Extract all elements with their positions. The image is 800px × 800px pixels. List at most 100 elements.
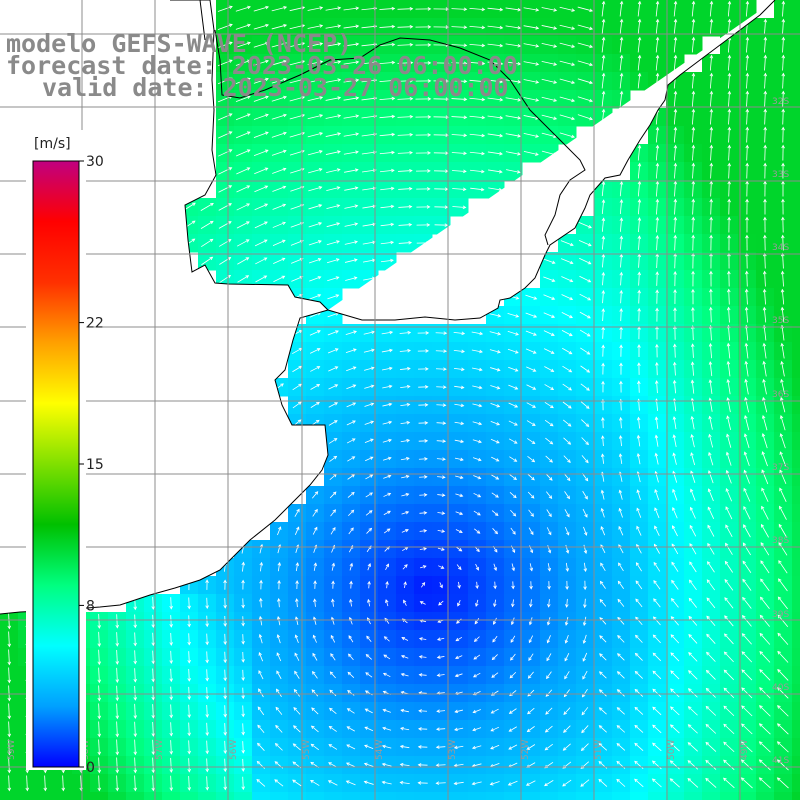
wind-cell bbox=[792, 414, 800, 433]
wind-cell bbox=[630, 792, 649, 800]
wind-cell bbox=[792, 648, 800, 667]
wind-cell bbox=[774, 792, 793, 800]
wind-cell bbox=[792, 630, 800, 649]
wind-cell bbox=[792, 576, 800, 595]
wind-cell bbox=[792, 90, 800, 109]
wind-cell bbox=[792, 306, 800, 325]
wind-cell bbox=[792, 738, 800, 757]
wind-cell bbox=[504, 792, 523, 800]
wind-cell bbox=[792, 450, 800, 469]
wind-cell bbox=[792, 324, 800, 343]
wind-cell bbox=[792, 504, 800, 523]
lat-label: 37S bbox=[772, 463, 789, 473]
wind-cell bbox=[792, 54, 800, 73]
wind-cell bbox=[0, 792, 19, 800]
colorbar-tick-label: 30 bbox=[86, 154, 104, 170]
wind-cell bbox=[324, 792, 343, 800]
wind-cell bbox=[162, 792, 181, 800]
wind-cell bbox=[792, 378, 800, 397]
wind-cell bbox=[144, 792, 163, 800]
wind-cell bbox=[792, 792, 800, 800]
colorbar-tick-label: 22 bbox=[86, 316, 104, 332]
wind-cell bbox=[792, 684, 800, 703]
lon-label: 53W bbox=[448, 740, 458, 760]
wind-cell bbox=[792, 198, 800, 217]
wind-cell bbox=[90, 792, 109, 800]
colorbar-tick-label: 8 bbox=[86, 598, 95, 614]
wind-cell bbox=[792, 36, 800, 55]
valid-date: valid date: 2023-03-27 06:00:00 bbox=[42, 73, 509, 102]
wind-cell bbox=[198, 792, 217, 800]
wind-cell bbox=[792, 252, 800, 271]
lon-label: 50W bbox=[667, 740, 677, 760]
wind-cell bbox=[792, 540, 800, 559]
wind-cell bbox=[666, 792, 685, 800]
lat-label: 32S bbox=[772, 97, 789, 107]
wind-cell bbox=[792, 558, 800, 577]
wind-cell bbox=[18, 792, 37, 800]
wind-cell bbox=[792, 594, 800, 613]
lon-label: 57W bbox=[155, 740, 165, 760]
lat-label: 33S bbox=[772, 170, 789, 180]
wind-cell bbox=[792, 666, 800, 685]
wind-cell bbox=[792, 522, 800, 541]
lon-label: 55W bbox=[302, 740, 312, 760]
wind-cell bbox=[180, 792, 199, 800]
colorbar-unit: [m/s] bbox=[34, 136, 71, 152]
wind-cell bbox=[576, 792, 595, 800]
lon-label: 49W bbox=[740, 740, 750, 760]
wind-cell bbox=[792, 270, 800, 289]
wind-cell bbox=[792, 72, 800, 91]
wind-cell bbox=[378, 792, 397, 800]
wind-cell bbox=[792, 162, 800, 181]
lon-label: 52W bbox=[521, 740, 531, 760]
wind-cell bbox=[468, 792, 487, 800]
wind-cell bbox=[360, 792, 379, 800]
wind-cell bbox=[792, 702, 800, 721]
wind-cell bbox=[216, 792, 235, 800]
wind-cell bbox=[234, 792, 253, 800]
wind-cell bbox=[486, 792, 505, 800]
lat-label: 35S bbox=[772, 316, 789, 326]
wind-cell bbox=[792, 774, 800, 793]
lat-label: 36S bbox=[772, 390, 789, 400]
wind-cell bbox=[720, 792, 739, 800]
wind-cell bbox=[108, 792, 127, 800]
wind-cell bbox=[72, 792, 91, 800]
wind-cell bbox=[648, 792, 667, 800]
wind-cell bbox=[54, 792, 73, 800]
wind-cell bbox=[792, 468, 800, 487]
lat-label: 39S bbox=[772, 610, 789, 620]
wind-cell bbox=[252, 792, 271, 800]
wind-cell bbox=[792, 0, 800, 19]
wind-cell bbox=[792, 756, 800, 775]
wind-cell bbox=[792, 288, 800, 307]
wind-cell bbox=[792, 216, 800, 235]
wind-cell bbox=[414, 792, 433, 800]
wind-cell bbox=[522, 792, 541, 800]
wind-cell bbox=[792, 432, 800, 451]
wind-cell bbox=[792, 126, 800, 145]
colorbar-scale bbox=[32, 160, 80, 768]
lat-label: 38S bbox=[772, 536, 789, 546]
lon-label: 56W bbox=[229, 740, 239, 760]
wind-cell bbox=[792, 612, 800, 631]
colorbar-tick-label: 0 bbox=[86, 760, 95, 776]
wind-cell bbox=[792, 234, 800, 253]
lon-label: 51W bbox=[594, 740, 604, 760]
lat-label: 41S bbox=[772, 756, 789, 766]
lat-label: 34S bbox=[772, 243, 789, 253]
wind-cell bbox=[558, 792, 577, 800]
wind-cell bbox=[792, 18, 800, 37]
wind-cell bbox=[126, 792, 145, 800]
wind-cell bbox=[594, 792, 613, 800]
wind-cell bbox=[792, 342, 800, 361]
wind-cell bbox=[792, 720, 800, 739]
lon-label: 59W bbox=[7, 740, 17, 760]
wind-cell bbox=[540, 792, 559, 800]
wind-cell bbox=[306, 792, 325, 800]
wind-cell bbox=[738, 792, 757, 800]
wind-cell bbox=[792, 396, 800, 415]
wind-cell bbox=[792, 144, 800, 163]
